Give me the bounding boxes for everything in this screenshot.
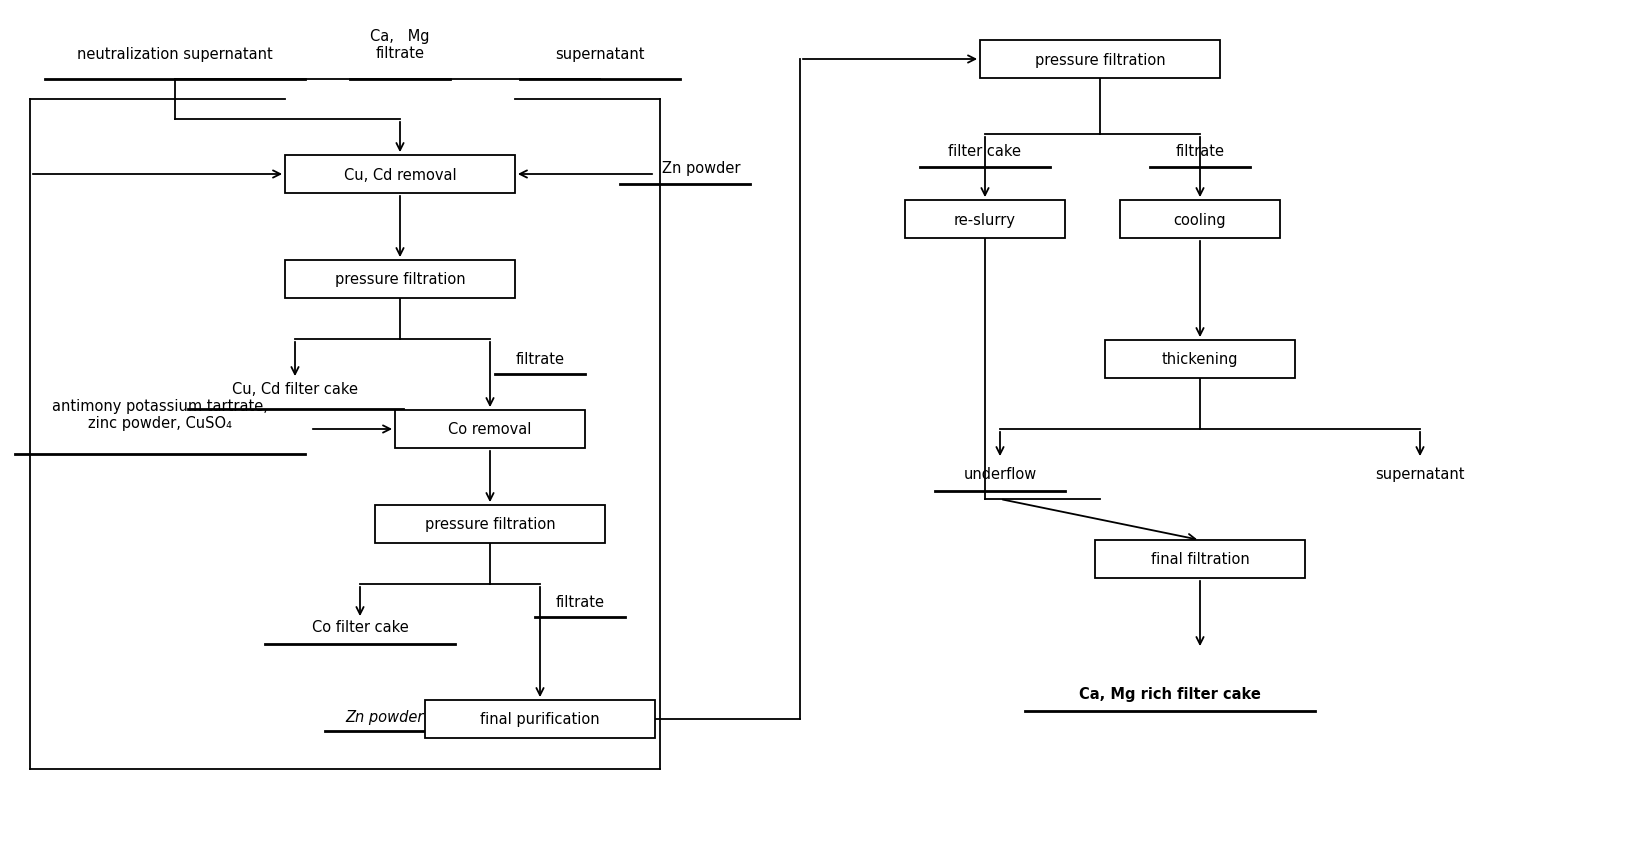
Bar bbox=[426, 700, 655, 738]
Text: underflow: underflow bbox=[964, 467, 1036, 482]
Text: filtrate: filtrate bbox=[1175, 144, 1224, 160]
Bar bbox=[375, 506, 606, 543]
Text: Co removal: Co removal bbox=[449, 422, 531, 437]
Text: re-slurry: re-slurry bbox=[954, 212, 1016, 227]
Bar bbox=[1106, 340, 1295, 379]
Bar bbox=[904, 200, 1064, 239]
Text: final filtration: final filtration bbox=[1150, 552, 1249, 567]
Bar bbox=[980, 41, 1219, 79]
Text: Cu, Cd filter cake: Cu, Cd filter cake bbox=[233, 382, 358, 397]
Bar bbox=[394, 410, 586, 449]
Bar bbox=[1096, 540, 1305, 578]
Text: cooling: cooling bbox=[1173, 212, 1226, 227]
Text: filtrate: filtrate bbox=[556, 595, 604, 610]
Text: filtrate: filtrate bbox=[515, 352, 564, 367]
Bar bbox=[285, 261, 515, 299]
Text: Zn powder: Zn powder bbox=[662, 160, 741, 176]
Text: final purification: final purification bbox=[480, 711, 601, 727]
Text: pressure filtration: pressure filtration bbox=[335, 272, 465, 287]
Bar bbox=[1120, 200, 1280, 239]
Text: Cu, Cd removal: Cu, Cd removal bbox=[343, 167, 457, 183]
Text: Ca,   Mg
filtrate: Ca, Mg filtrate bbox=[370, 29, 429, 61]
Bar bbox=[285, 156, 515, 194]
Text: filter cake: filter cake bbox=[949, 144, 1021, 160]
Text: Zn powder: Zn powder bbox=[346, 710, 424, 725]
Text: antimony potassium tartrate,
zinc powder, CuSO₄: antimony potassium tartrate, zinc powder… bbox=[53, 398, 267, 431]
Text: supernatant: supernatant bbox=[1374, 467, 1465, 482]
Text: Ca, Mg rich filter cake: Ca, Mg rich filter cake bbox=[1079, 687, 1261, 702]
Text: neutralization supernatant: neutralization supernatant bbox=[78, 48, 272, 62]
Text: Co filter cake: Co filter cake bbox=[312, 620, 409, 635]
Text: thickening: thickening bbox=[1162, 352, 1238, 367]
Text: pressure filtration: pressure filtration bbox=[424, 517, 556, 532]
Text: pressure filtration: pressure filtration bbox=[1035, 52, 1165, 67]
Text: supernatant: supernatant bbox=[556, 48, 645, 62]
